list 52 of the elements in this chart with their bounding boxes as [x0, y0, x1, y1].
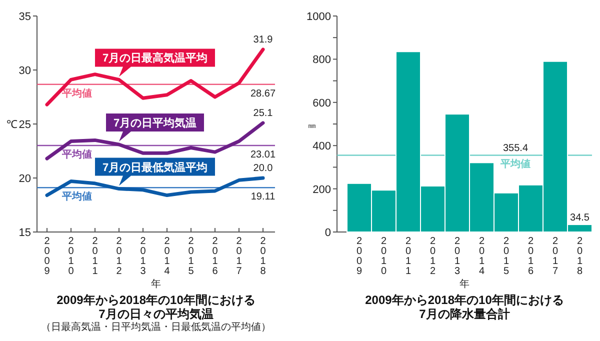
text: （日最高気温・日平均気温・日最低気温の平均値）	[41, 321, 271, 333]
x-tick-label: 2010	[68, 236, 74, 277]
x-axis-title: 年	[460, 278, 470, 290]
data-label: 20.0	[253, 163, 274, 174]
data-label: 31.9	[253, 34, 274, 46]
text: 2009年から2018年の10年間における 7月の降水量合計	[365, 293, 564, 321]
x-tick-label: 2017	[236, 236, 242, 277]
x-tick-label: 2014	[478, 236, 485, 277]
ref-line-label: 平均値	[500, 158, 530, 170]
y-tick-label: 600	[312, 97, 331, 110]
x-tick-label: 2011	[405, 236, 412, 277]
x-tick-label: 2012	[430, 236, 436, 277]
y-tick-label: 200	[312, 184, 331, 196]
x-tick-label: 2016	[528, 236, 534, 277]
y-tick-label: 800	[312, 54, 331, 66]
x-tick-label: 2013	[454, 236, 460, 277]
x-tick-label: 2015	[503, 236, 510, 277]
y-tick-label: 25	[18, 119, 31, 131]
x-tick-label: 2009	[44, 236, 50, 277]
x-tick-label: 2014	[164, 236, 170, 277]
data-label: 25.1	[253, 108, 274, 119]
series-label: 7月の日最高気温平均	[102, 52, 208, 65]
y-tick-label: 35	[18, 11, 31, 23]
x-tick-label: 2018	[576, 236, 583, 277]
x-axis-title: 年	[151, 278, 161, 290]
y-tick-label: 0	[324, 227, 331, 239]
y-axis-title: ℃	[6, 119, 18, 131]
series-label: 7月の日最低気温平均	[102, 160, 208, 174]
x-tick-label: 2012	[116, 236, 122, 277]
y-tick-label: 20	[18, 173, 31, 185]
ref-line-label: 平均値	[61, 148, 92, 160]
y-tick-label: 400	[312, 140, 331, 153]
x-tick-label: 2011	[92, 236, 98, 277]
text: 2009年から2018年の10年間における 7月の日々の平均気温	[56, 293, 256, 321]
data-label: 34.5	[570, 212, 590, 224]
ref-line-label: 平均値	[61, 190, 92, 203]
annotation: 19.11	[250, 192, 276, 203]
x-tick-label: 2017	[552, 236, 558, 277]
x-tick-label: 2018	[260, 236, 266, 277]
x-tick-label: 2016	[212, 236, 218, 277]
x-tick-label: 2013	[140, 236, 146, 277]
annotation: 23.01	[250, 149, 276, 160]
y-axis-title: ㎜	[308, 121, 316, 130]
series-label: 7月の日平均気温	[113, 116, 197, 130]
annotation: 355.4	[502, 143, 528, 154]
x-tick-label: 2010	[380, 236, 387, 277]
annotation: 28.67	[250, 88, 276, 100]
y-tick-label: 15	[18, 227, 31, 239]
y-tick-label: 30	[18, 65, 31, 77]
y-tick-label: 1000	[306, 11, 331, 23]
x-tick-label: 2009	[356, 236, 362, 277]
x-tick-label: 2015	[188, 236, 194, 277]
